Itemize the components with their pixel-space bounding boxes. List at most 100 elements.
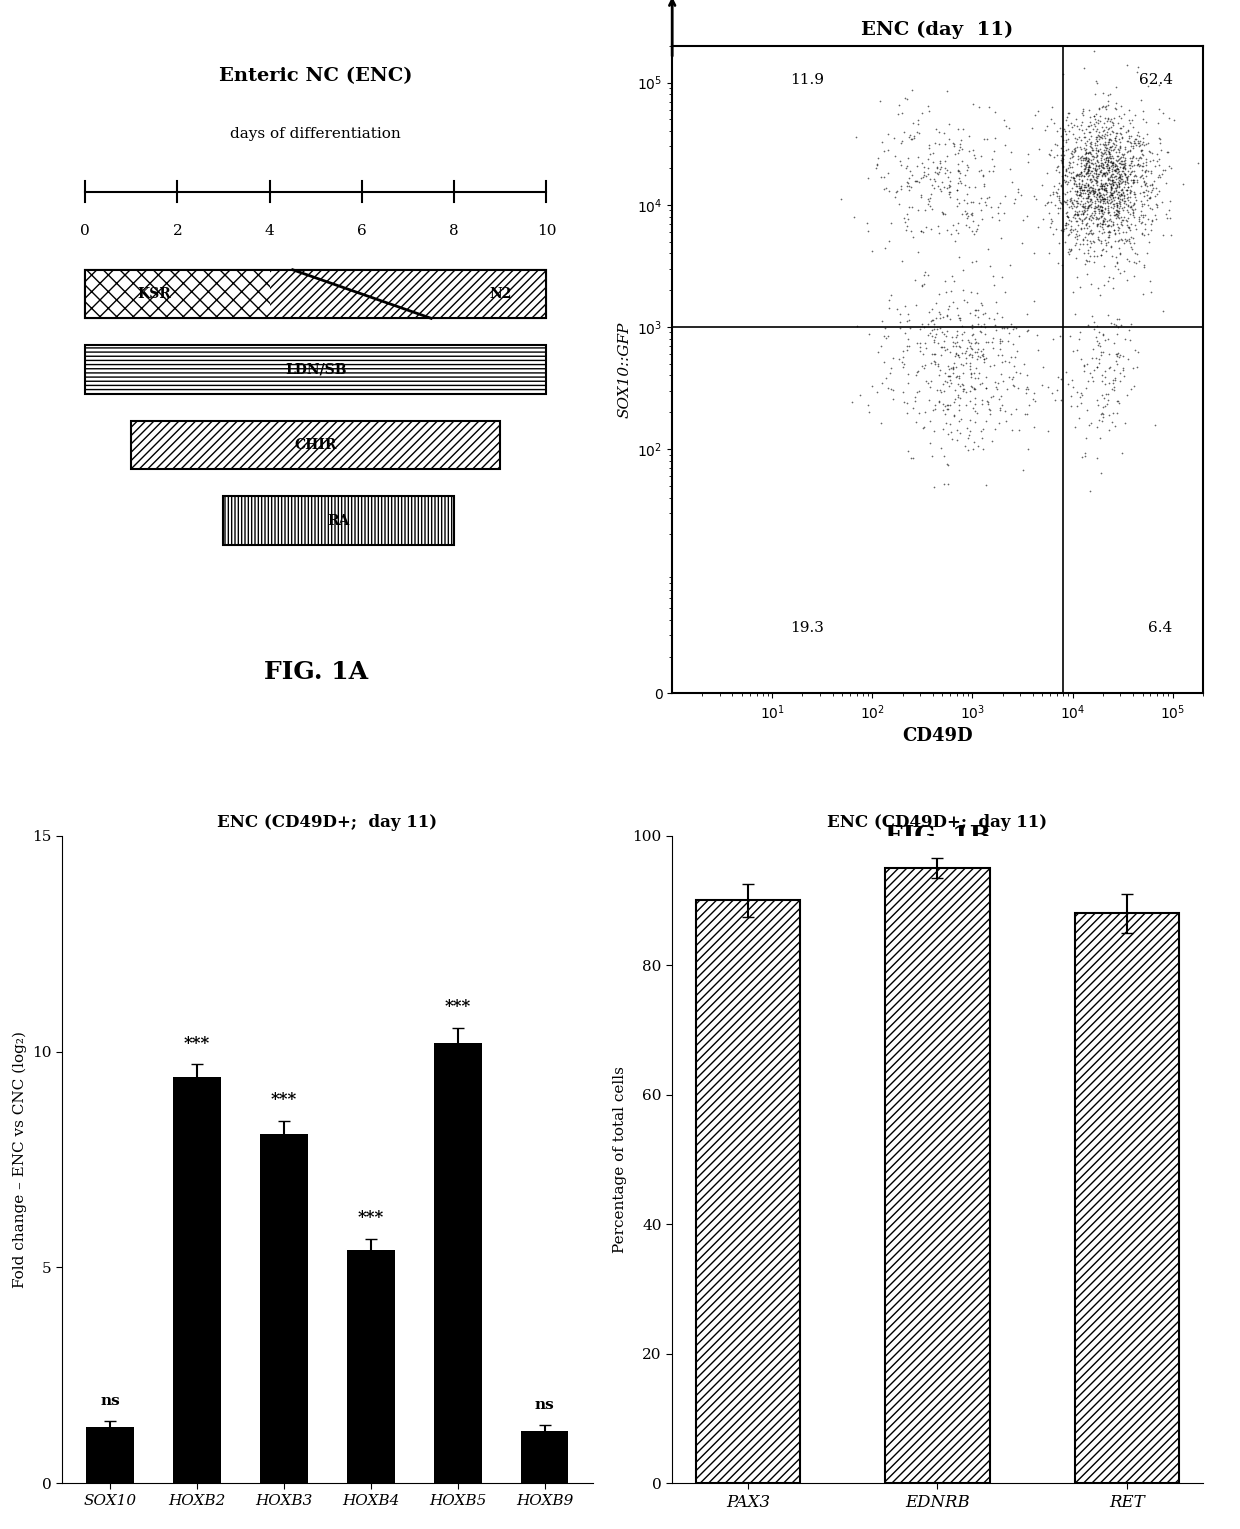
Point <box>874 350 894 375</box>
Point <box>976 376 996 401</box>
Point <box>946 341 966 365</box>
Point <box>1101 190 1121 214</box>
Point <box>1099 161 1118 185</box>
Point <box>879 228 899 252</box>
Point <box>914 263 934 287</box>
Point <box>1106 90 1126 115</box>
Point <box>1106 249 1126 274</box>
Point <box>1075 252 1095 277</box>
Point <box>993 368 1013 393</box>
Point <box>944 269 963 294</box>
Point <box>1115 150 1135 174</box>
Point <box>1039 142 1059 167</box>
Point <box>893 338 913 362</box>
Point <box>1048 365 1068 390</box>
Point <box>950 408 970 433</box>
Point <box>1106 367 1126 391</box>
Point <box>1132 154 1152 179</box>
Point <box>1110 130 1130 154</box>
Point <box>1122 225 1142 249</box>
Point <box>1083 118 1102 142</box>
Point <box>961 364 981 388</box>
Point <box>1096 208 1116 232</box>
Point <box>926 291 946 315</box>
Point <box>1094 162 1114 187</box>
Point <box>951 171 971 196</box>
Point <box>1126 133 1146 157</box>
Point <box>1097 153 1117 177</box>
Point <box>1047 154 1066 179</box>
Point <box>1099 387 1118 411</box>
Point <box>967 339 987 364</box>
Point <box>935 361 955 385</box>
Point <box>1016 376 1035 401</box>
Point <box>963 376 983 401</box>
Point <box>1045 388 1065 413</box>
Point <box>1097 194 1117 219</box>
Point <box>1123 168 1143 193</box>
Point <box>1084 358 1104 382</box>
Point <box>1095 358 1115 382</box>
Point <box>1085 202 1105 226</box>
Point <box>1080 203 1100 228</box>
Point <box>1153 101 1173 125</box>
Point <box>1110 361 1130 385</box>
Point <box>1087 148 1107 173</box>
Point <box>1128 55 1148 80</box>
Point <box>1087 213 1107 237</box>
Point <box>1107 182 1127 206</box>
Point <box>1109 388 1128 413</box>
Point <box>1064 165 1084 190</box>
Point <box>1075 440 1095 465</box>
Point <box>883 346 903 370</box>
Point <box>1058 213 1078 237</box>
Point <box>1097 173 1117 197</box>
Point <box>1083 211 1102 235</box>
Point <box>1149 147 1169 171</box>
Point <box>1037 191 1056 216</box>
Point <box>1131 199 1151 223</box>
Point <box>1125 170 1145 194</box>
Point <box>1140 269 1159 294</box>
Point <box>965 365 985 390</box>
Point <box>1105 179 1125 203</box>
Point <box>1071 390 1091 414</box>
Point <box>990 326 1009 350</box>
Point <box>1056 107 1076 131</box>
Point <box>1111 226 1131 251</box>
Point <box>966 219 986 243</box>
Point <box>936 320 956 344</box>
Point <box>918 263 937 287</box>
Point <box>937 393 957 417</box>
Point <box>1075 148 1095 173</box>
Point <box>1110 228 1130 252</box>
Point <box>882 355 901 379</box>
Point <box>1102 159 1122 183</box>
Point <box>1094 138 1114 162</box>
Point <box>978 185 998 209</box>
Point <box>946 333 966 358</box>
Point <box>1050 116 1070 141</box>
Point <box>1128 128 1148 153</box>
Point <box>1083 368 1102 393</box>
Point <box>1110 187 1130 211</box>
Point <box>1074 353 1094 378</box>
Point <box>1109 171 1128 196</box>
Text: LDN/SB: LDN/SB <box>285 362 346 376</box>
Point <box>887 179 906 203</box>
Point <box>874 324 894 349</box>
Point <box>1092 368 1112 393</box>
Point <box>937 393 957 417</box>
Point <box>914 356 934 381</box>
Point <box>1053 139 1073 164</box>
Point <box>976 410 996 434</box>
Point <box>928 156 947 180</box>
Bar <box>269 269 547 318</box>
Point <box>961 202 981 226</box>
Point <box>1109 139 1128 164</box>
Point <box>1115 174 1135 199</box>
Point <box>950 373 970 398</box>
Point <box>931 379 951 404</box>
Point <box>1109 228 1128 252</box>
Point <box>1115 170 1135 194</box>
